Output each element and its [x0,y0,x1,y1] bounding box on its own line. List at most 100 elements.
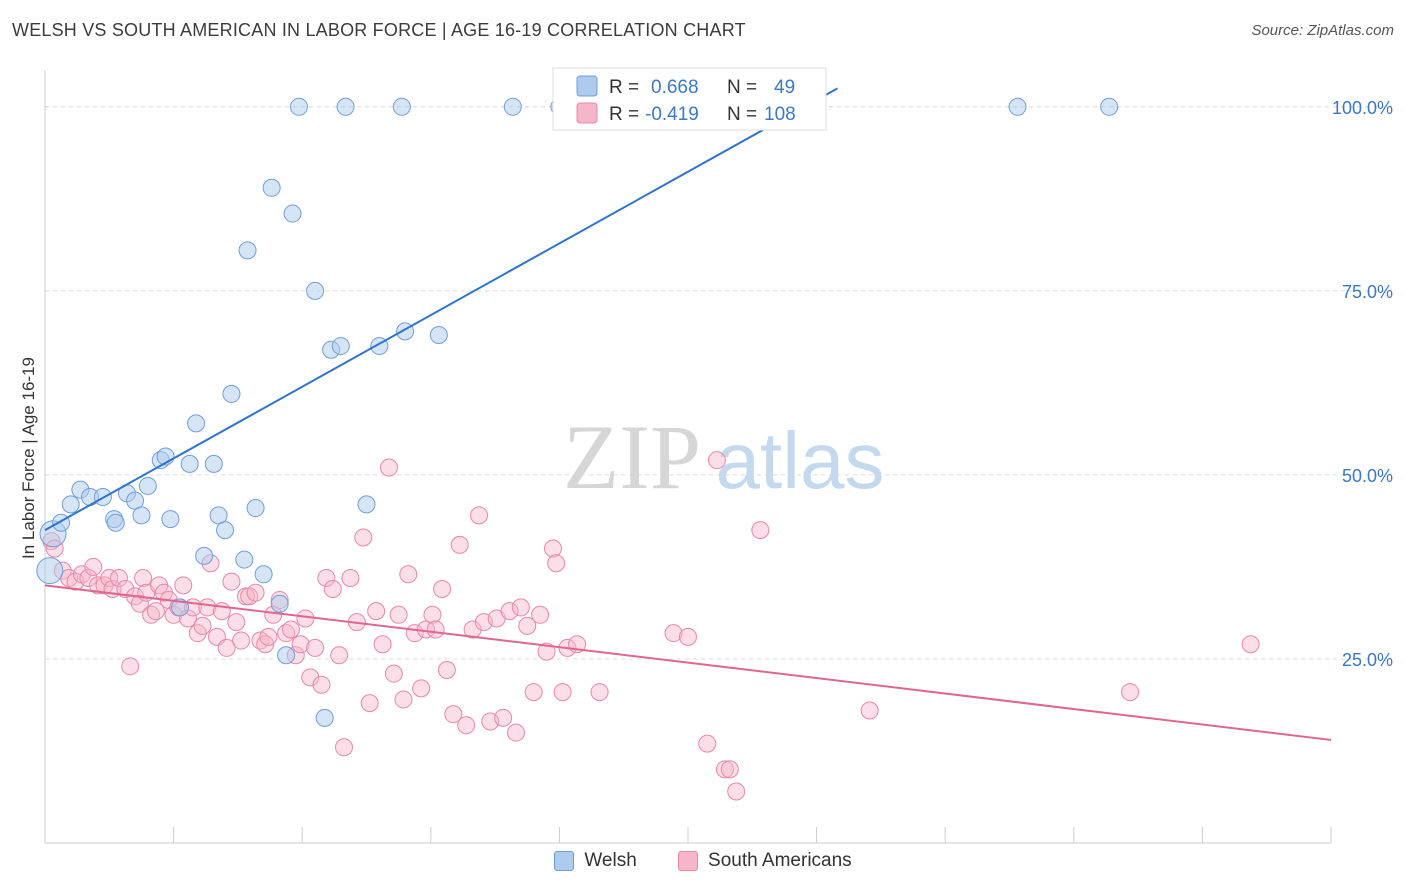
south-americans-point [500,602,519,621]
y-tick-label: 100.0% [1332,98,1393,118]
south-americans-point [116,580,135,599]
south-americans-point [715,760,734,779]
south-americans-point [664,624,683,643]
source-label: Source: ZipAtlas.com [1251,22,1394,39]
legend-item-welsh: Welsh [554,850,637,872]
legend-n-value-2: 108 [764,104,796,125]
welsh-point [262,178,281,197]
legend-box [552,67,827,131]
south-americans-point [360,694,379,713]
south-americans-point [222,572,241,591]
south-americans-point [109,568,128,587]
south-americans-point [433,580,452,599]
south-americans-point [301,668,320,687]
south-americans-point [193,616,212,635]
south-americans-point [227,613,246,632]
legend-welsh-label: Welsh [584,850,637,871]
south-americans-point [450,535,469,554]
south-americans-point [457,716,476,735]
welsh-point [61,495,80,514]
welsh-point [306,281,325,300]
south-americans-point [367,602,386,621]
welsh-point [235,550,254,569]
south-americans-points [42,451,1260,801]
welsh-point [36,557,64,585]
welsh-point [238,241,257,260]
south-americans-point [296,609,315,628]
welsh-point [503,97,522,116]
south-americans-point [306,638,325,657]
south-americans-point [720,760,739,779]
south-americans-point [444,705,463,724]
south-americans-point [698,734,717,753]
tick-labels: 25.0%50.0%75.0%100.0%0.0%80.0% [1332,98,1393,670]
legend-south-swatch [576,102,598,124]
welsh-point [254,565,273,584]
welsh-point [357,495,376,514]
south-americans-point [100,568,119,587]
welsh-point [331,337,350,356]
south-americans-point [384,664,403,683]
south-americans-point [217,638,236,657]
grid-lines [45,106,1392,660]
south-americans-point [423,605,442,624]
welsh-point [283,204,302,223]
south-americans-point [394,690,413,709]
south-americans-trend-line [44,584,1332,741]
welsh-point [161,510,180,529]
welsh-point [222,384,241,403]
south-americans-point [277,624,296,643]
watermark-atlas: atlas [716,416,885,505]
south-americans-point [707,451,726,470]
south-americans-point [380,458,399,477]
south-americans-point [547,554,566,573]
south-americans-point [399,565,418,584]
legend-south-label: South Americans [708,850,852,871]
south-americans-point [537,642,556,661]
legend-item-south-americans: South Americans [678,850,852,872]
south-americans-point [860,701,879,720]
south-americans-point [727,782,746,801]
y-tick-label: 25.0% [1342,650,1393,670]
welsh-point [270,594,289,613]
south-americans-point [1121,683,1140,702]
south-americans-point [130,594,149,613]
south-americans-point [518,616,537,635]
welsh-point [204,454,223,473]
south-americans-point [543,539,562,558]
south-americans-point [590,683,609,702]
welsh-point [429,326,448,345]
welsh-trend-line [44,87,838,531]
welsh-point [106,513,125,532]
south-americans-point [312,675,331,694]
welsh-point [289,97,308,116]
south-americans-point [142,605,161,624]
south-americans-point [389,605,408,624]
south-americans-point [354,528,373,547]
south-americans-point [89,576,108,595]
welsh-point [392,97,411,116]
welsh-point [216,521,235,540]
south-americans-point [470,506,489,525]
south-americans-point [232,631,251,650]
welsh-swatch [554,851,575,871]
south-americans-point [121,657,140,676]
welsh-point [315,708,334,727]
south-americans-point [317,568,336,587]
trend-lines [44,87,1332,741]
legend-r-label-1: R = [609,77,639,98]
south-americans-point [463,620,482,639]
south-americans-point [334,738,353,757]
legend-welsh-swatch [576,75,598,97]
y-axis-label: In Labor Force | Age 16-19 [19,357,38,559]
south-americans-point [84,557,103,576]
south-americans-swatch [678,851,699,871]
chart-title: WELSH VS SOUTH AMERICAN IN LABOR FORCE |… [12,20,746,40]
watermark: ZIP atlas [563,406,884,508]
south-americans-point [341,568,360,587]
south-americans-point [373,635,392,654]
south-americans-point [146,602,165,621]
south-americans-point [751,521,770,540]
legend-r-value-1: 0.668 [651,77,699,98]
welsh-point [187,414,206,433]
